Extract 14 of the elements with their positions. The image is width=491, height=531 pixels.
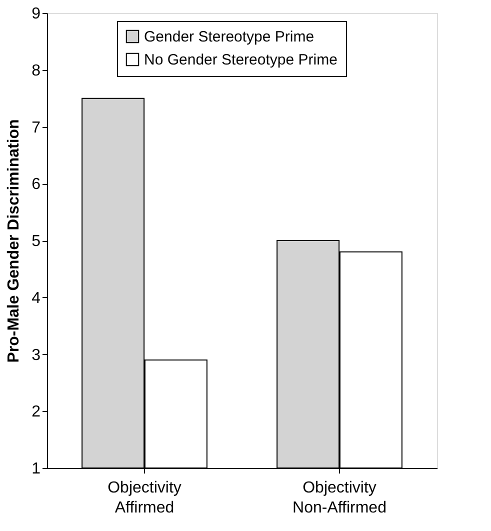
- y-tick-label: 2: [32, 404, 41, 421]
- y-tick-label: 8: [32, 62, 41, 80]
- y-axis-title: Pro-Male Gender Discrimination: [6, 119, 23, 363]
- legend-label: Gender Stereotype Prime: [144, 28, 314, 46]
- y-tick-label: 6: [32, 176, 41, 194]
- x-tick-label: Objectivity Affirmed: [108, 480, 182, 516]
- y-tick-label: 3: [32, 346, 41, 364]
- y-tick-label: 5: [32, 233, 41, 250]
- legend-label: No Gender Stereotype Prime: [144, 52, 338, 68]
- y-tick-label: 4: [32, 290, 41, 307]
- y-tick-label: 1: [32, 460, 41, 478]
- y-tick-label: 7: [32, 119, 41, 136]
- y-tick-label: 9: [32, 6, 41, 22]
- x-tick-label: Objectivity Non-Affirmed: [292, 480, 386, 516]
